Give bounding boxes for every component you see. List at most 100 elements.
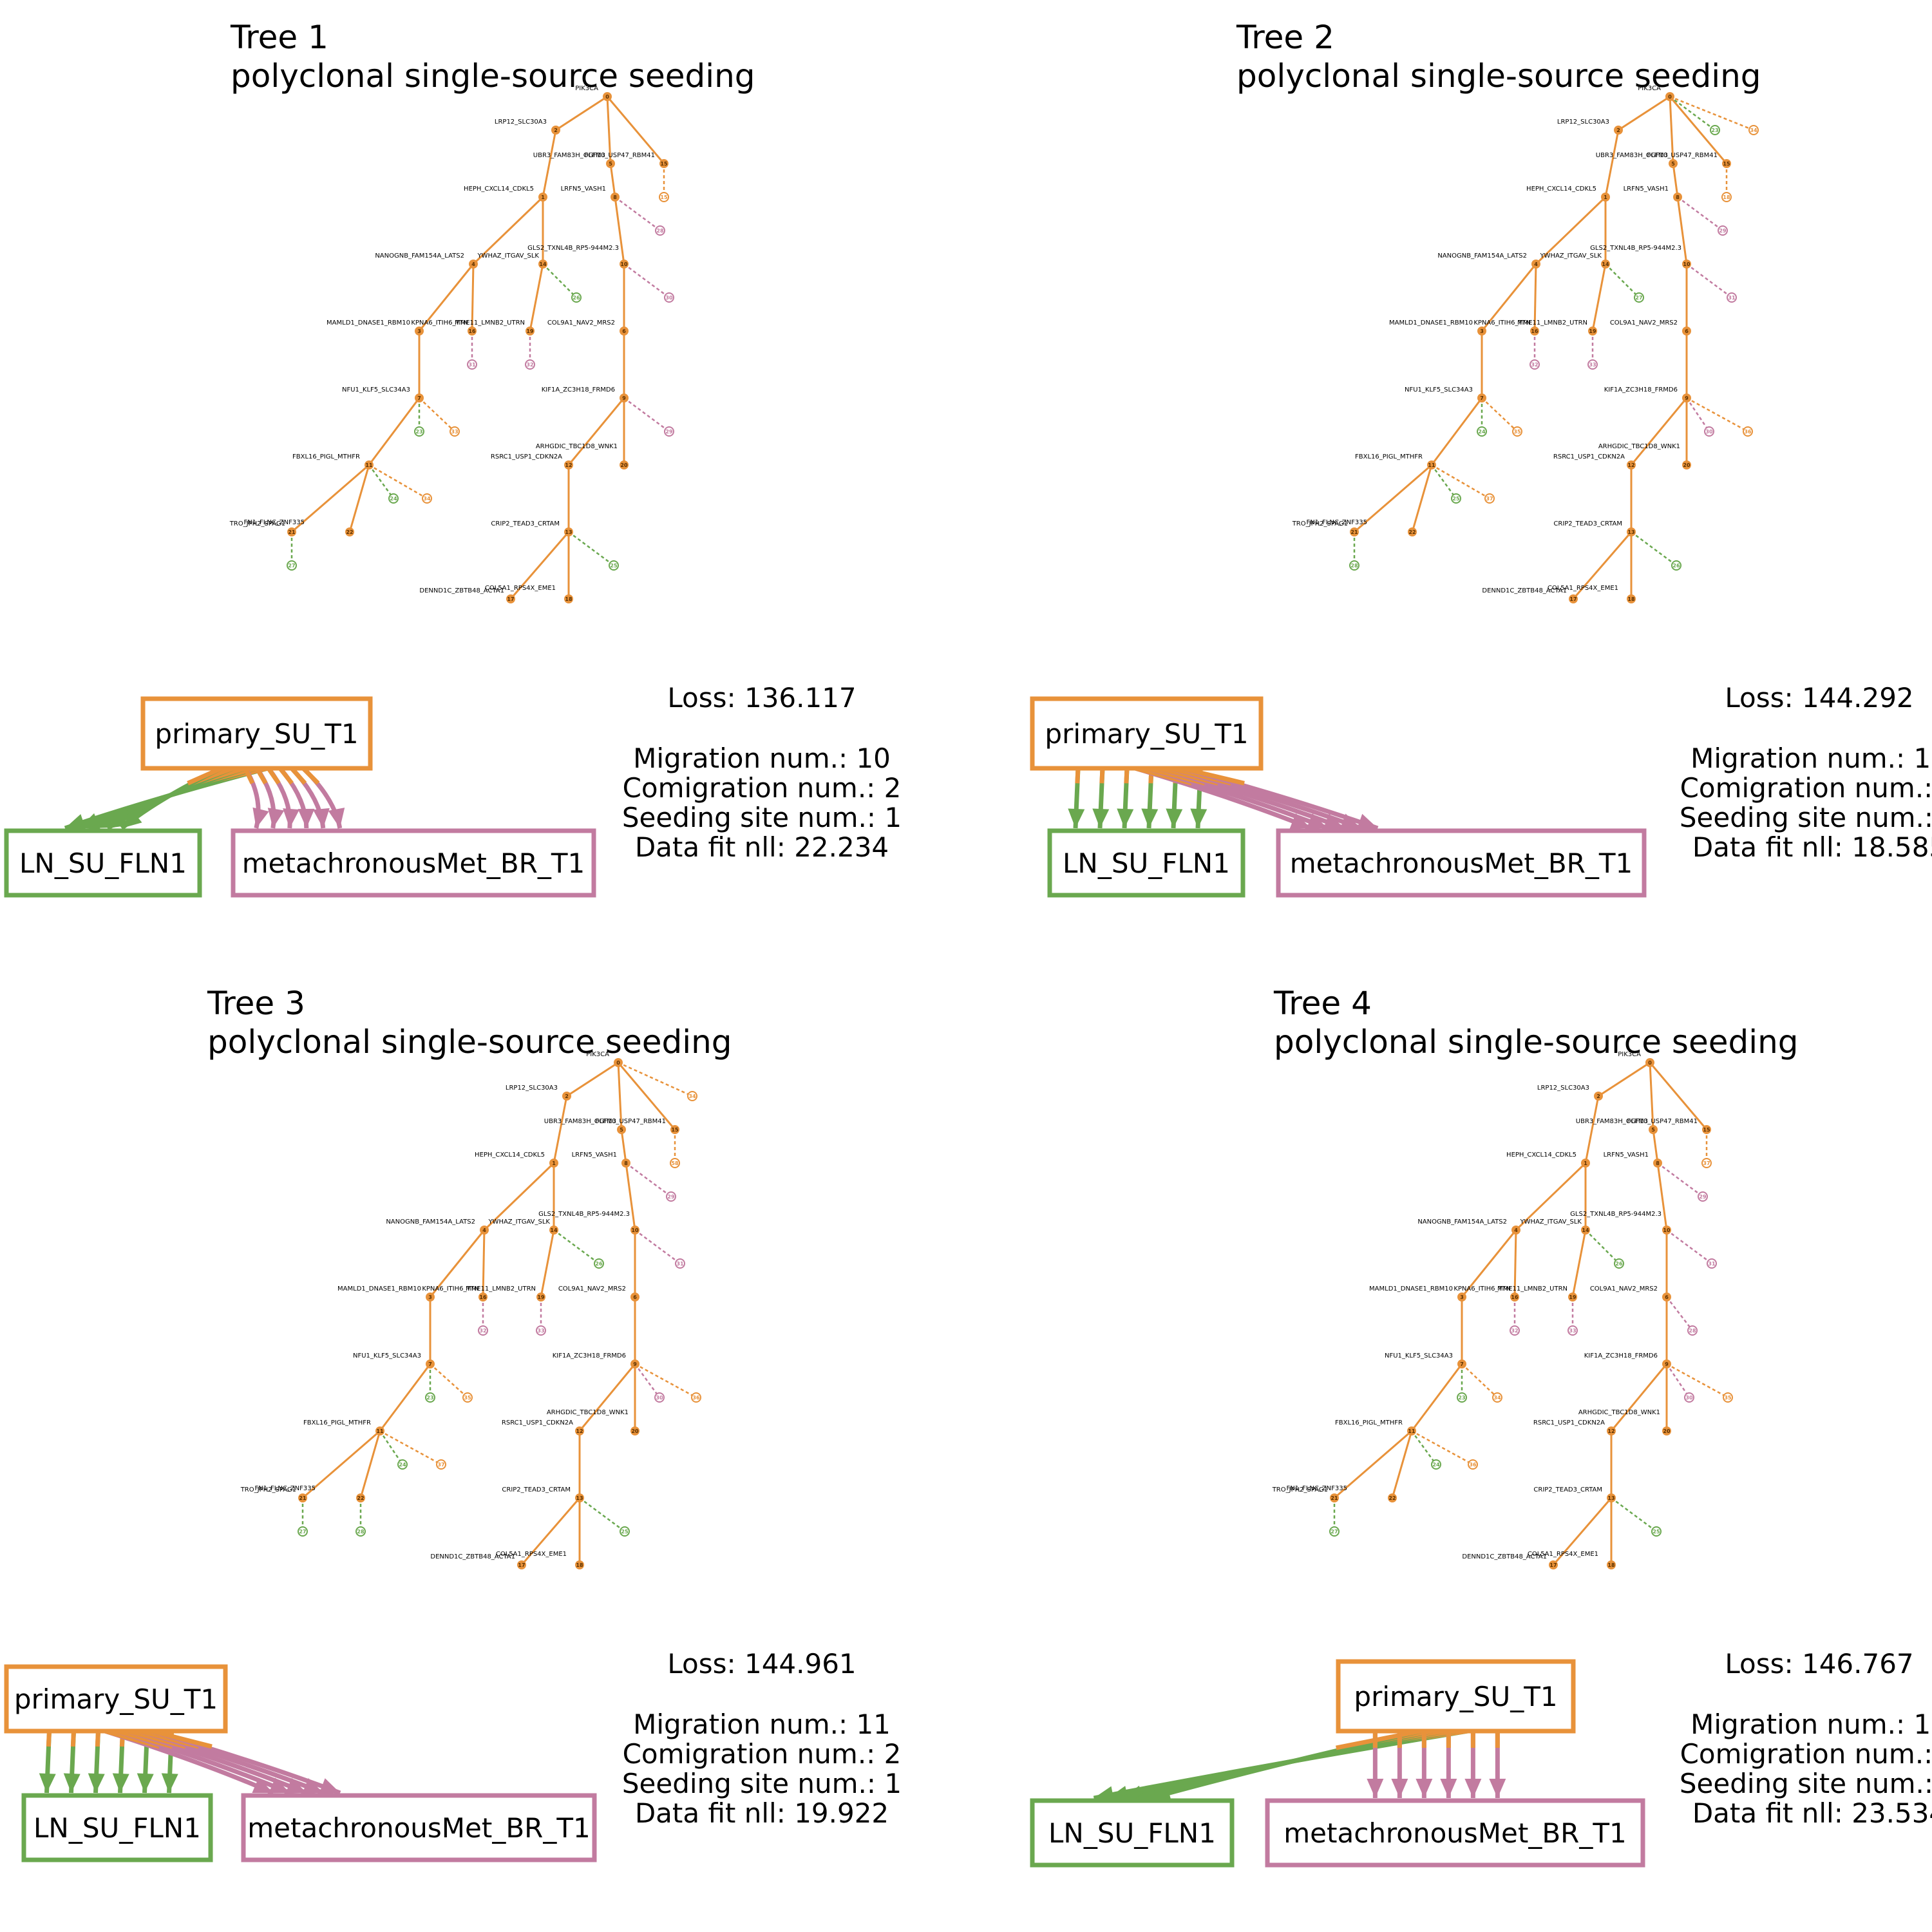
- clone-node-id: 15: [1703, 1127, 1710, 1133]
- ln-site-box: [1047, 828, 1245, 898]
- clone-node: [617, 1125, 626, 1134]
- migration-arrowhead: [283, 808, 300, 828]
- leaf-node-id: 25: [610, 563, 618, 569]
- clone-label: ARHGDIC_TBC1D8_WNK1: [1598, 443, 1680, 450]
- seeding-site-num-text: Seeding site num.: 1: [622, 1768, 902, 1799]
- leaf-edge: [579, 1497, 625, 1533]
- clone-node-id: 5: [1651, 1127, 1655, 1133]
- clone-node: [1607, 1560, 1616, 1569]
- clone-node-id: 21: [1350, 529, 1358, 535]
- leaf-node: [1477, 426, 1487, 437]
- clone-node-id: 1: [1604, 194, 1607, 200]
- clone-label: NANOGNB_FAM154A_LATS2: [386, 1218, 475, 1226]
- clone-node: [1702, 1125, 1711, 1134]
- leaf-node-id: 32: [1511, 1328, 1518, 1334]
- leaf-node-id: 25: [621, 1529, 629, 1535]
- tree-edge: [1591, 263, 1607, 332]
- clone-label: MME11_LMNB2_UTRN: [1497, 1285, 1567, 1293]
- migration-graph: primary_SU_T1 LN_SU_FLN1 metachronousMet_B…: [4, 696, 596, 898]
- clone-node: [1530, 327, 1539, 336]
- clone-node-id: 19: [526, 328, 534, 334]
- clone-label: PIK3CA: [1638, 85, 1661, 92]
- leaf-node: [1451, 493, 1461, 504]
- leaf-edge: [1669, 95, 1754, 131]
- clone-node: [517, 1560, 526, 1569]
- migration-num-text: Migration num.: 11: [1690, 1709, 1932, 1740]
- clone-node: [659, 159, 668, 168]
- tree-edge: [1669, 96, 1728, 164]
- clone-node: [1627, 527, 1636, 536]
- migration-edge-source: [1124, 768, 1130, 784]
- tree-edge: [540, 1229, 555, 1298]
- met-site-box-label: metachronousMet_BR_T1: [1283, 1817, 1626, 1849]
- ln-site-box: [21, 1793, 213, 1862]
- leaf-node: [397, 1459, 408, 1470]
- leaf-node: [436, 1459, 446, 1470]
- migration-arrowhead: [298, 808, 315, 828]
- leaf-node-id: 28: [1350, 563, 1358, 569]
- clone-label: NFU1_KLF5_SLC34A3: [342, 386, 410, 393]
- leaf-node: [664, 426, 674, 437]
- leaf-node: [1349, 560, 1359, 571]
- leaf-node-id: 23: [426, 1395, 433, 1401]
- migration-arrowhead: [1367, 1779, 1384, 1798]
- clone-label: FGF10_USP47_RBM41: [1647, 152, 1718, 159]
- leaf-node-id: 35: [464, 1395, 471, 1401]
- clone-label: KIF1A_ZC3H18_FRMD6: [1584, 1352, 1658, 1359]
- clone-node: [536, 1293, 545, 1302]
- migration-arrowhead: [1416, 1779, 1433, 1798]
- clone-label: ARHGDIC_TBC1D8_WNK1: [547, 1409, 629, 1416]
- leaf-node-id: 37: [437, 1462, 444, 1468]
- migration-arrowhead: [252, 807, 269, 828]
- clone-label: LRFN5_VASH1: [1604, 1151, 1649, 1159]
- clone-node: [1607, 1493, 1616, 1502]
- clone-node: [551, 126, 560, 135]
- clone-node: [562, 1092, 571, 1101]
- clone-node-id: 8: [624, 1160, 628, 1166]
- clone-label: COL5A1_RPS4X_EME1: [485, 585, 556, 592]
- clone-label: HEPH_CXCL14_CDKL5: [1526, 185, 1596, 193]
- tree-edge: [1672, 163, 1679, 198]
- leaf-node-id: 23: [415, 429, 422, 435]
- panel-title: Tree 3: [207, 985, 305, 1022]
- clone-node: [1682, 260, 1691, 269]
- leaf-node: [1721, 192, 1732, 202]
- clone-node: [564, 460, 573, 469]
- leaf-edge: [614, 196, 661, 232]
- clone-node: [1682, 460, 1691, 469]
- clone-node: [1531, 260, 1540, 269]
- clone-node: [1568, 1293, 1577, 1302]
- clone-label: TRO_JPH2_SPAG1: [1292, 520, 1348, 527]
- clone-node: [564, 594, 573, 603]
- leaf-node-id: 31: [1728, 295, 1736, 301]
- clone-node-id: 0: [1668, 94, 1672, 100]
- migration-arrowhead: [63, 1773, 80, 1793]
- clone-node-id: 14: [1582, 1227, 1589, 1233]
- clone-label: CRIP2_TEAD3_CRTAM: [502, 1486, 571, 1493]
- clone-node-id: 17: [518, 1562, 525, 1568]
- clone-node-id: 8: [1656, 1160, 1660, 1166]
- clone-node: [1662, 1226, 1671, 1235]
- met-site-box: [1276, 828, 1647, 898]
- leaf-node: [450, 426, 460, 437]
- clone-node-id: 7: [1460, 1361, 1464, 1367]
- leaf-node-id: 30: [665, 295, 673, 301]
- clone-node: [468, 327, 477, 336]
- tree-edge: [1572, 531, 1633, 600]
- clone-node: [506, 594, 515, 603]
- migration-edge-source: [46, 1730, 52, 1747]
- clone-node-id: 14: [550, 1227, 558, 1233]
- clone-node: [606, 159, 615, 168]
- leaf-node: [536, 1325, 546, 1336]
- clone-label: FGF10_USP47_RBM41: [595, 1118, 666, 1125]
- ln-site-box: [1030, 1798, 1235, 1868]
- leaf-edge: [618, 1061, 693, 1097]
- clone-node: [1682, 327, 1691, 336]
- leaf-edge: [1431, 464, 1490, 500]
- clone-node: [630, 1293, 639, 1302]
- clone-node: [345, 527, 354, 536]
- leaf-node-id: 36: [1469, 1462, 1477, 1468]
